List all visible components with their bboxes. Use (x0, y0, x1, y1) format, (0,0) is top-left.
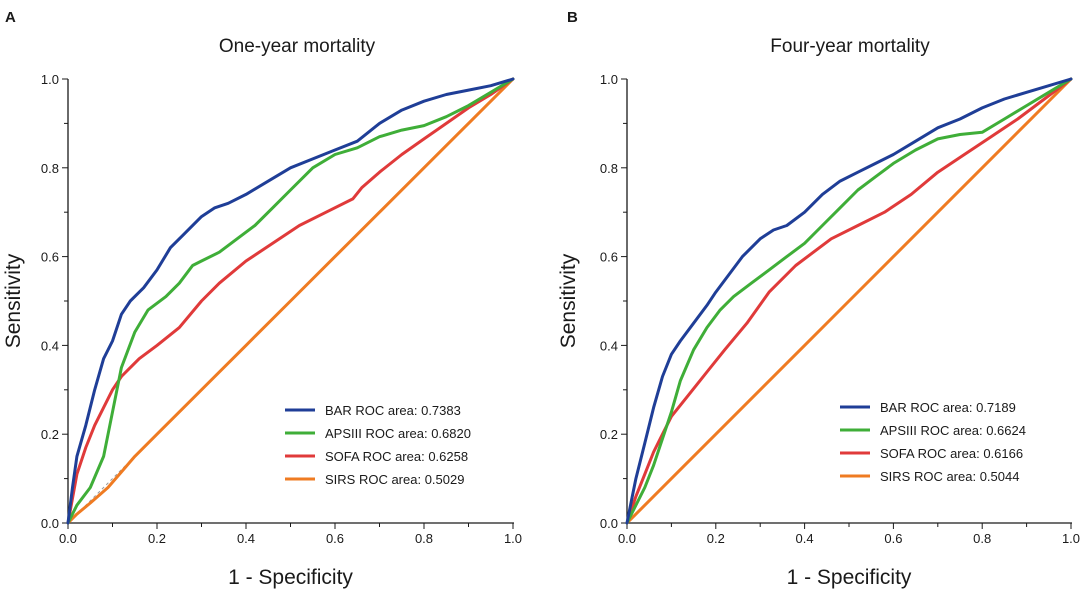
legend-label-apsiii: APSIII ROC area: 0.6624 (880, 423, 1026, 438)
x-axis-label: 1 - Specificity (228, 566, 353, 589)
y-tick-label: 1.0 (600, 72, 618, 87)
x-tick-label: 0.4 (796, 531, 814, 546)
y-tick-label: 0.6 (600, 250, 618, 265)
roc-curve-sofa (625, 77, 1073, 525)
x-tick-label: 1.0 (1062, 531, 1080, 546)
roc-curve-sirs (66, 77, 515, 525)
y-axis-label: Sensitivity (2, 253, 25, 348)
x-tick-label: 0.2 (707, 531, 725, 546)
legend-label-sofa: SOFA ROC area: 0.6166 (880, 446, 1023, 461)
panel-letter: B (567, 9, 578, 26)
chart-title: One-year mortality (219, 36, 376, 57)
roc-curve-sirs (625, 77, 1073, 525)
y-tick-label: 0.8 (600, 161, 618, 176)
y-tick-label: 0.0 (41, 516, 59, 531)
y-tick-label: 0.0 (600, 516, 618, 531)
panel-letter: A (5, 9, 16, 26)
x-tick-label: 0.8 (973, 531, 991, 546)
x-tick-label: 1.0 (504, 531, 522, 546)
legend-label-sofa: SOFA ROC area: 0.6258 (325, 449, 468, 464)
y-tick-label: 0.2 (41, 427, 59, 442)
roc-curve-apsiii (66, 77, 515, 525)
roc-curve-sofa (66, 77, 515, 525)
x-tick-label: 0.4 (237, 531, 255, 546)
y-tick-label: 0.6 (41, 250, 59, 265)
y-tick-label: 0.8 (41, 161, 59, 176)
legend-label-sirs: SIRS ROC area: 0.5044 (880, 469, 1019, 484)
roc-curve-bar (66, 77, 515, 525)
panel-b: B Four-year mortality 0.0 0.2 0.4 0.6 0.8 1.0 0.… (557, 9, 1080, 589)
x-tick-label: 0.2 (148, 531, 166, 546)
roc-curve-bar (625, 77, 1073, 525)
y-tick-label: 0.2 (600, 427, 618, 442)
y-tick-label: 0.4 (600, 338, 618, 353)
y-tick-label: 0.4 (41, 338, 59, 353)
y-axis-label: Sensitivity (557, 253, 580, 348)
x-tick-label: 0.0 (59, 531, 77, 546)
x-tick-label: 0.8 (415, 531, 433, 546)
roc-curve-apsiii (625, 77, 1073, 525)
x-tick-label: 0.6 (884, 531, 902, 546)
x-axis-label: 1 - Specificity (787, 566, 912, 589)
x-tick-label: 0.0 (618, 531, 636, 546)
legend-label-bar: BAR ROC area: 0.7189 (880, 400, 1016, 415)
legend-label-sirs: SIRS ROC area: 0.5029 (325, 472, 464, 487)
chart-title: Four-year mortality (770, 36, 930, 57)
x-tick-label: 0.6 (326, 531, 344, 546)
y-tick-label: 1.0 (41, 72, 59, 87)
panel-a: A One-year mortality 0.0 0.2 0.4 0.6 0.8 1.0 0.0… (2, 9, 522, 589)
legend-label-bar: BAR ROC area: 0.7383 (325, 403, 461, 418)
legend-label-apsiii: APSIII ROC area: 0.6820 (325, 426, 471, 441)
